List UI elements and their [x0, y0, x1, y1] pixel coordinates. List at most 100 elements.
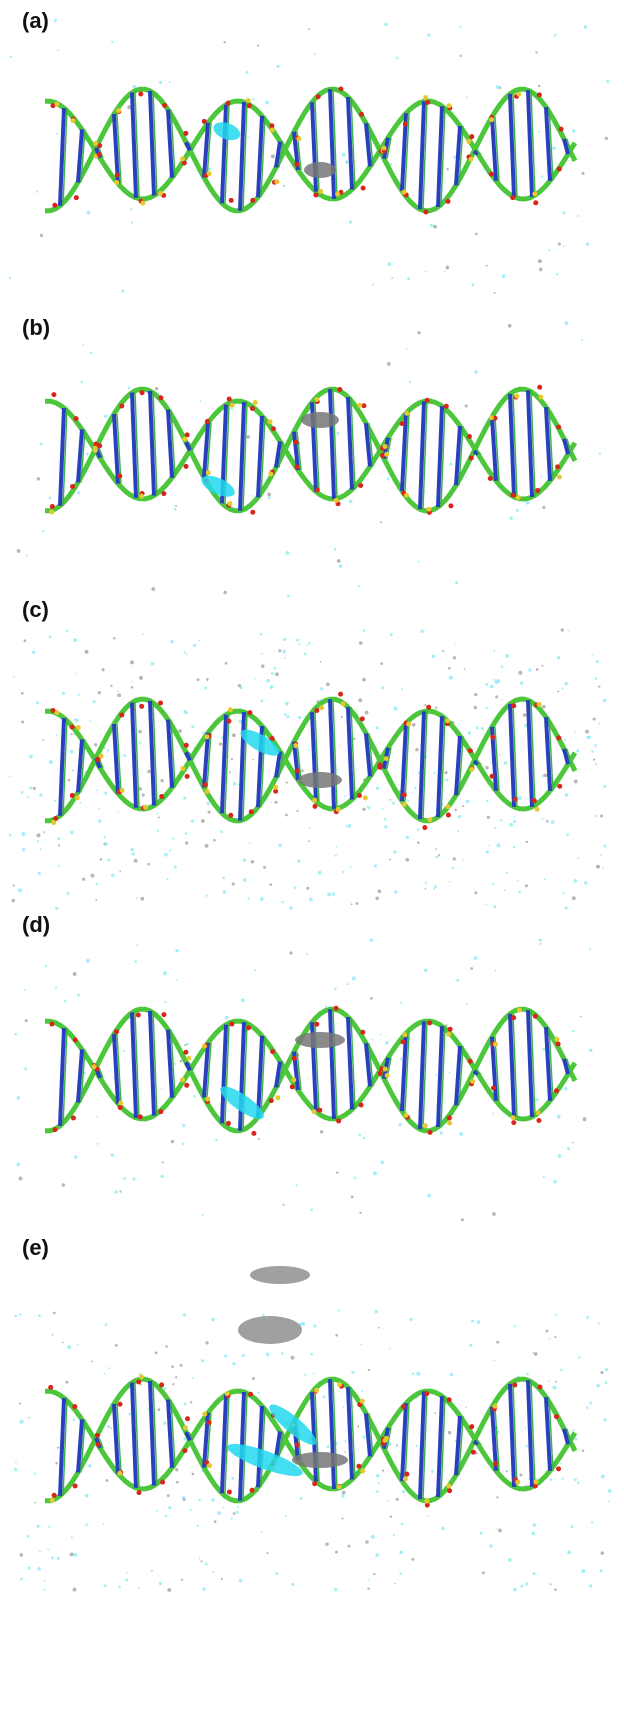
density-dot [448, 667, 451, 670]
density-dot [237, 1506, 239, 1508]
density-dot [499, 754, 501, 756]
density-dot [342, 153, 346, 157]
density-dot [261, 1531, 263, 1533]
density-dot [343, 1406, 345, 1408]
density-dot [175, 505, 177, 507]
density-dot [542, 705, 546, 709]
density-dot [27, 1535, 30, 1538]
density-dot [20, 1553, 24, 1557]
density-dot [533, 1572, 536, 1575]
density-dot [469, 1344, 472, 1347]
density-dot [106, 1479, 109, 1482]
gray-density [304, 162, 336, 178]
density-dot [306, 645, 308, 647]
density-dot [229, 771, 231, 773]
density-dot [98, 691, 101, 694]
density-dot [394, 890, 397, 893]
density-dot [320, 687, 323, 690]
density-dot [558, 242, 561, 245]
density-dot [523, 713, 527, 717]
density-dot [378, 1327, 380, 1329]
density-dot [543, 1176, 545, 1178]
density-dot [535, 51, 537, 53]
density-dot [117, 693, 121, 697]
oxygen-atom [536, 1118, 541, 1123]
oxygen-atom [556, 1042, 561, 1047]
phosphorus-atom [511, 1115, 516, 1120]
density-dot [131, 848, 135, 852]
density-dot [44, 1580, 46, 1582]
density-dot [309, 898, 313, 902]
molecule [17, 321, 601, 597]
density-dot [586, 1316, 589, 1319]
density-dot [51, 1556, 54, 1559]
density-dot [549, 1338, 551, 1340]
density-dot [77, 1344, 79, 1346]
density-dot [9, 775, 11, 777]
density-dot [376, 1490, 379, 1493]
density-dot [493, 679, 495, 681]
density-dot [29, 786, 32, 789]
density-dot [71, 733, 73, 735]
density-dot [595, 763, 597, 765]
density-dot [425, 888, 427, 890]
density-dot [206, 802, 209, 805]
density-dot [602, 867, 604, 869]
phosphorus-atom [445, 804, 450, 809]
density-dot [98, 820, 101, 823]
oxygen-atom [72, 1404, 77, 1409]
density-dot [417, 561, 419, 563]
density-dot [62, 692, 65, 695]
oxygen-atom [317, 1108, 322, 1113]
density-dot [196, 1525, 198, 1527]
density-dot [577, 857, 579, 859]
molecule [14, 1266, 612, 1592]
phosphorus-atom [183, 1425, 188, 1430]
density-dot [55, 907, 58, 910]
density-dot [576, 749, 579, 752]
oxygen-atom [489, 172, 494, 177]
density-dot [540, 476, 542, 478]
density-dot [232, 733, 236, 737]
phosphorus-atom [514, 394, 519, 399]
density-dot [34, 1473, 36, 1475]
phosphorus-atom [319, 705, 324, 710]
oxygen-atom [380, 453, 385, 458]
density-dot [368, 1369, 370, 1371]
density-dot [90, 351, 93, 354]
density-dot [535, 1098, 538, 1101]
density-dot [591, 1521, 593, 1523]
density-dot [513, 846, 516, 849]
density-dot [183, 710, 187, 714]
density-dot [159, 1582, 162, 1585]
density-dot [398, 1123, 401, 1126]
density-dot [39, 1550, 41, 1552]
phosphorus-atom [493, 1042, 498, 1047]
oxygen-atom [95, 1433, 100, 1438]
oxygen-atom [184, 743, 189, 748]
density-dot [151, 587, 155, 591]
density-dot [564, 739, 566, 741]
density-dot [396, 57, 399, 60]
density-dot [380, 662, 383, 665]
density-dot [548, 249, 550, 251]
density-dot [555, 1314, 557, 1316]
phosphorus-atom [445, 718, 450, 723]
oxygen-atom [446, 199, 451, 204]
density-dot [498, 1529, 502, 1533]
density-dot [359, 641, 363, 645]
oxygen-atom [556, 735, 561, 740]
phosphorus-atom [204, 734, 209, 739]
density-dot [180, 1060, 183, 1063]
density-dot [335, 854, 337, 856]
density-dot [163, 971, 167, 975]
density-dot [582, 172, 585, 175]
oxygen-atom [95, 757, 100, 762]
density-dot [200, 1560, 202, 1562]
density-dot [436, 1074, 438, 1076]
oxygen-atom [422, 825, 427, 830]
phosphorus-atom [139, 1374, 144, 1379]
density-dot [493, 905, 496, 908]
density-dot [88, 1464, 91, 1467]
oxygen-atom [537, 92, 542, 97]
